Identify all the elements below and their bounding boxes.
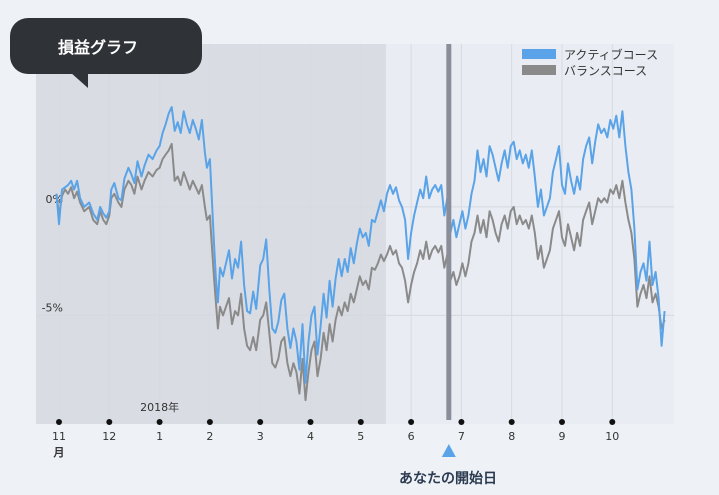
legend-swatch <box>522 65 556 75</box>
x-tick-dot <box>257 419 264 425</box>
year-annotation: 2018年 <box>140 400 179 414</box>
x-tick-label: 11 <box>52 430 66 443</box>
x-tick-dot <box>106 419 113 425</box>
series-lines <box>55 106 666 402</box>
x-tick-dot <box>206 419 213 425</box>
start-date-label: あなたの開始日 <box>399 471 497 487</box>
start-date-marker-line <box>446 44 452 420</box>
x-tick-dot <box>156 419 163 425</box>
x-tick-dot <box>508 419 515 425</box>
series-line <box>55 106 666 384</box>
legend-label: アクティブコース <box>564 47 658 62</box>
x-tick-label: 5 <box>357 430 364 443</box>
x-tick-label: 2 <box>206 430 213 443</box>
chart-title-badge: 損益グラフ <box>10 18 202 74</box>
y-tick-label: -5% <box>42 301 63 314</box>
x-tick-dot <box>56 419 62 425</box>
x-tick-dot <box>408 419 415 425</box>
x-tick-label: 3 <box>257 430 264 443</box>
x-tick-label: 8 <box>508 430 515 443</box>
x-tick-label: 6 <box>408 430 415 443</box>
x-tick-dot <box>609 419 616 425</box>
x-tick-label: 7 <box>458 430 465 443</box>
title-badge-pointer <box>70 72 88 88</box>
x-tick-label: 4 <box>307 430 314 443</box>
x-axis-unit: 月 <box>53 446 65 459</box>
legend-label: バランスコース <box>564 64 647 78</box>
x-tick-dot <box>307 419 314 425</box>
x-tick-dot <box>357 419 364 425</box>
series-line <box>55 142 666 402</box>
chart-title: 損益グラフ <box>58 38 139 57</box>
x-tick-label: 1 <box>156 430 163 443</box>
x-tick-label: 12 <box>102 430 116 443</box>
y-tick-label: 0% <box>46 193 63 206</box>
x-tick-dot <box>458 419 465 425</box>
x-tick-label: 9 <box>559 430 566 443</box>
x-tick-dot <box>559 419 565 425</box>
legend-swatch <box>522 49 556 59</box>
start-date-marker-triangle <box>441 444 456 457</box>
x-tick-label: 10 <box>605 430 619 443</box>
